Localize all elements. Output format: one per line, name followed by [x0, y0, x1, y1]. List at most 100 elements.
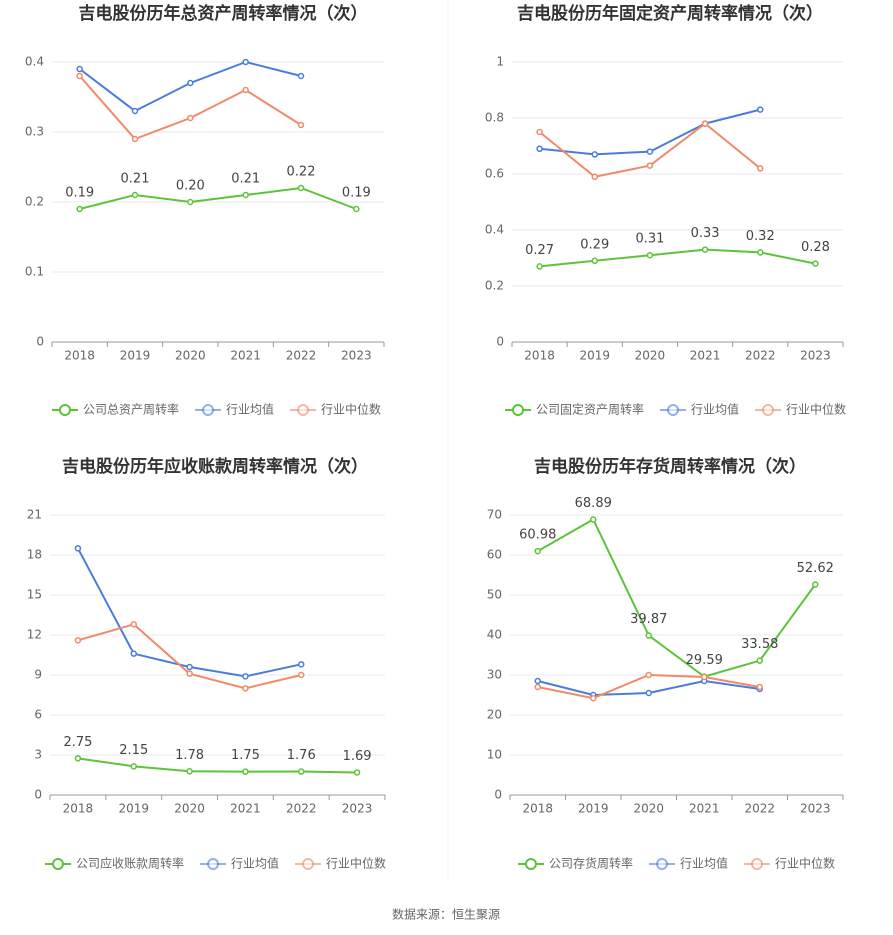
point [242, 673, 249, 680]
point [298, 661, 305, 668]
point [536, 145, 543, 153]
point [353, 205, 360, 213]
y-tick-label: 0 [34, 788, 42, 802]
legend-marker [297, 404, 310, 416]
legend-label: 行业均值 [231, 856, 279, 871]
point [297, 72, 305, 80]
value-label: 0.21 [121, 172, 150, 187]
y-tick-label: 6 [34, 708, 42, 722]
y-tick-label: 0.8 [485, 111, 504, 125]
y-tick-label: 9 [34, 668, 42, 682]
x-tick-label: 2023 [341, 349, 372, 363]
x-tick-label: 2022 [286, 802, 317, 816]
point [131, 107, 139, 115]
point [534, 547, 541, 555]
legend-label: 行业中位数 [321, 402, 381, 417]
point [591, 257, 598, 265]
x-tick-label: 2019 [120, 349, 151, 363]
legend-marker [302, 858, 315, 870]
point [646, 148, 654, 155]
point [186, 663, 193, 671]
value-label: 60.98 [519, 528, 556, 543]
series-line [77, 757, 358, 774]
point [242, 768, 249, 775]
x-tick-label: 2020 [633, 802, 664, 816]
point [76, 65, 83, 73]
value-label: 1.75 [231, 748, 260, 763]
legend-marker [751, 858, 764, 870]
x-tick-label: 2020 [175, 349, 206, 363]
value-label: 0.21 [231, 172, 260, 187]
point [74, 545, 82, 552]
value-label: 0.22 [287, 165, 316, 180]
legend-label: 行业中位数 [326, 856, 386, 871]
point [701, 120, 709, 127]
value-label: 0.20 [176, 179, 205, 194]
point [701, 246, 709, 253]
value-label: 1.69 [343, 749, 372, 764]
value-label: 0.33 [691, 226, 720, 241]
x-tick-label: 2023 [800, 802, 831, 816]
legend-label: 公司固定资产周转率 [536, 402, 644, 417]
legend-label: 公司应收账款周转率 [76, 856, 184, 871]
y-tick-label: 50 [487, 588, 502, 602]
point [353, 769, 361, 776]
x-tick-label: 2019 [578, 802, 609, 816]
legend-marker [656, 858, 669, 870]
point [645, 671, 652, 679]
point [645, 632, 652, 639]
x-tick-label: 2021 [689, 802, 720, 816]
legend-marker [52, 858, 64, 870]
point [646, 251, 654, 259]
x-tick-label: 2018 [64, 349, 95, 363]
point [74, 637, 82, 644]
value-label: 0.27 [525, 243, 554, 258]
chart-title: 吉电股份历年总资产周转率情况（次） [79, 3, 368, 24]
series-line [537, 518, 817, 678]
point [701, 673, 708, 681]
x-tick-label: 2021 [230, 349, 261, 363]
legend-marker [207, 858, 220, 870]
source: 数据来源：恒生聚源 [392, 907, 500, 922]
point [74, 755, 82, 762]
point [76, 72, 83, 80]
point [590, 516, 597, 523]
legend-label: 公司存货周转率 [549, 856, 633, 871]
value-label: 33.58 [741, 637, 778, 652]
y-tick-label: 0 [36, 335, 44, 349]
value-label: 0.28 [801, 240, 830, 255]
point [130, 650, 137, 657]
value-label: 39.87 [630, 612, 667, 627]
point [645, 689, 652, 697]
point [297, 184, 305, 192]
x-tick-label: 2022 [745, 349, 776, 363]
x-tick-label: 2021 [230, 802, 261, 816]
point [756, 683, 763, 691]
x-tick-label: 2018 [524, 349, 555, 363]
value-label: 2.15 [119, 743, 148, 758]
legend-marker [202, 404, 215, 416]
y-tick-label: 0.2 [25, 195, 44, 209]
x-tick-label: 2019 [118, 802, 149, 816]
y-tick-label: 18 [27, 548, 42, 562]
point [591, 151, 598, 158]
point [242, 191, 249, 199]
point [536, 128, 543, 136]
y-tick-label: 0.2 [485, 279, 504, 293]
value-label: 29.59 [686, 653, 723, 668]
legend-label: 行业中位数 [775, 856, 835, 871]
chart-title: 吉电股份历年存货周转率情况（次） [534, 456, 806, 477]
point [131, 135, 139, 143]
chart-title: 吉电股份历年固定资产周转率情况（次） [517, 3, 823, 24]
y-tick-label: 30 [487, 668, 502, 682]
legend-marker [525, 858, 537, 870]
value-label: 0.31 [635, 232, 664, 247]
y-tick-label: 21 [27, 508, 42, 522]
series-line [79, 186, 357, 210]
y-tick-label: 0.3 [25, 125, 44, 139]
y-tick-label: 3 [34, 748, 42, 762]
point [242, 86, 249, 94]
value-label: 2.75 [63, 735, 92, 750]
series-line [77, 547, 302, 678]
